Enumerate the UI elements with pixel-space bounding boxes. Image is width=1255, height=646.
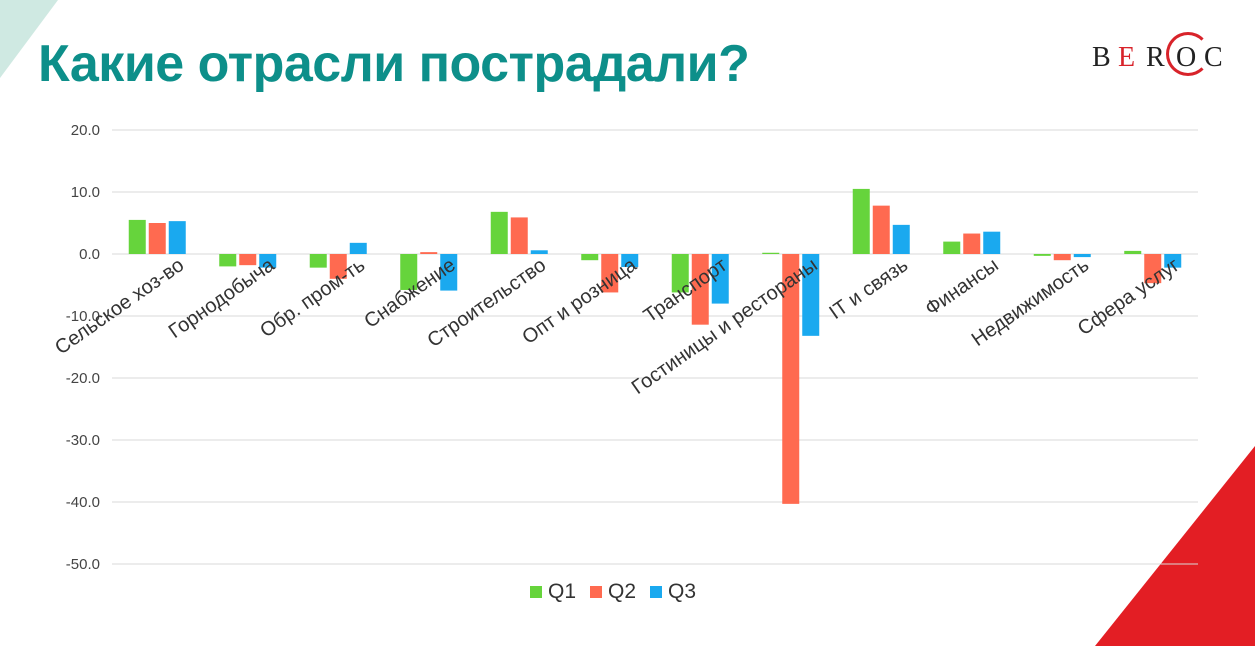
legend-swatch-q2 bbox=[590, 586, 603, 598]
bar-q3 bbox=[168, 221, 186, 254]
y-tick-label: -30.0 bbox=[66, 432, 100, 449]
bar-q1 bbox=[1124, 250, 1142, 254]
bar-q2 bbox=[872, 205, 890, 254]
bar-q3 bbox=[440, 254, 458, 291]
legend-item-q1: Q1 bbox=[530, 580, 576, 604]
bar-q3 bbox=[259, 254, 277, 268]
legend-label-q3: Q3 bbox=[668, 580, 697, 603]
bar-q3 bbox=[802, 254, 820, 336]
bar-q2 bbox=[148, 223, 166, 254]
y-axis: 20.0 10.0 0.0 -10.0 -20.0 -30.0 -40.0 -50.0 bbox=[66, 122, 100, 573]
y-tick-label: 10.0 bbox=[71, 184, 100, 201]
bar-q3 bbox=[892, 224, 910, 254]
bar-q2 bbox=[691, 254, 709, 325]
bar-q1 bbox=[943, 241, 961, 254]
x-tick-label: Сфера услуг bbox=[1074, 254, 1184, 340]
bar-q1 bbox=[671, 254, 689, 293]
bar-q2 bbox=[1144, 254, 1162, 284]
bar-q2 bbox=[963, 233, 981, 254]
legend-swatch-q1 bbox=[530, 586, 542, 598]
bar-q1 bbox=[581, 254, 599, 261]
gridlines bbox=[112, 129, 1198, 565]
y-tick-label: 0.0 bbox=[79, 246, 100, 263]
bar-q2 bbox=[1053, 254, 1071, 261]
bar-q1 bbox=[400, 254, 418, 290]
bar-q2 bbox=[782, 254, 800, 504]
y-tick-label: 20.0 bbox=[71, 122, 100, 139]
bar-q3 bbox=[1164, 254, 1182, 268]
page-title: Какие отрасли пострадали? bbox=[38, 35, 750, 93]
bars bbox=[128, 188, 1182, 504]
bar-q3 bbox=[349, 242, 367, 254]
corner-decoration-bottom-right bbox=[1095, 446, 1255, 646]
legend-item-q2: Q2 bbox=[590, 580, 636, 604]
bar-q1 bbox=[219, 254, 237, 267]
x-tick-label: IT и связь bbox=[825, 254, 912, 324]
bar-q2 bbox=[239, 254, 257, 266]
y-tick-label: -10.0 bbox=[66, 308, 100, 325]
bar-q1 bbox=[309, 254, 327, 268]
bar-q1 bbox=[762, 252, 780, 254]
bar-q2 bbox=[510, 217, 528, 254]
legend-swatch-q3 bbox=[650, 586, 663, 598]
bar-q2 bbox=[601, 254, 619, 293]
corner-decoration-top-left bbox=[0, 0, 58, 78]
bar-q3 bbox=[711, 254, 729, 304]
y-tick-label: -50.0 bbox=[66, 556, 100, 573]
bar-q1 bbox=[852, 188, 870, 254]
legend-label-q1: Q1 bbox=[548, 580, 577, 603]
bar-q2 bbox=[420, 252, 438, 254]
bar-q2 bbox=[329, 254, 347, 279]
bar-q1 bbox=[128, 219, 146, 254]
beroc-logo: B E R O C bbox=[1090, 28, 1230, 88]
bar-q1 bbox=[490, 211, 508, 254]
bar-q3 bbox=[983, 231, 1001, 254]
bar-q3 bbox=[621, 254, 639, 268]
legend: Q1 Q2 Q3 bbox=[530, 580, 696, 604]
logo-ring bbox=[1166, 32, 1210, 76]
y-tick-label: -20.0 bbox=[66, 370, 100, 387]
y-tick-label: -40.0 bbox=[66, 494, 100, 511]
x-tick-label: Финансы bbox=[921, 254, 1002, 320]
legend-label-q2: Q2 bbox=[608, 580, 637, 603]
legend-item-q3: Q3 bbox=[650, 580, 696, 604]
x-tick-label: Сельское хоз-во bbox=[51, 254, 188, 359]
bar-q3 bbox=[1073, 254, 1091, 258]
bar-q1 bbox=[1033, 254, 1051, 256]
bar-q3 bbox=[530, 250, 548, 254]
